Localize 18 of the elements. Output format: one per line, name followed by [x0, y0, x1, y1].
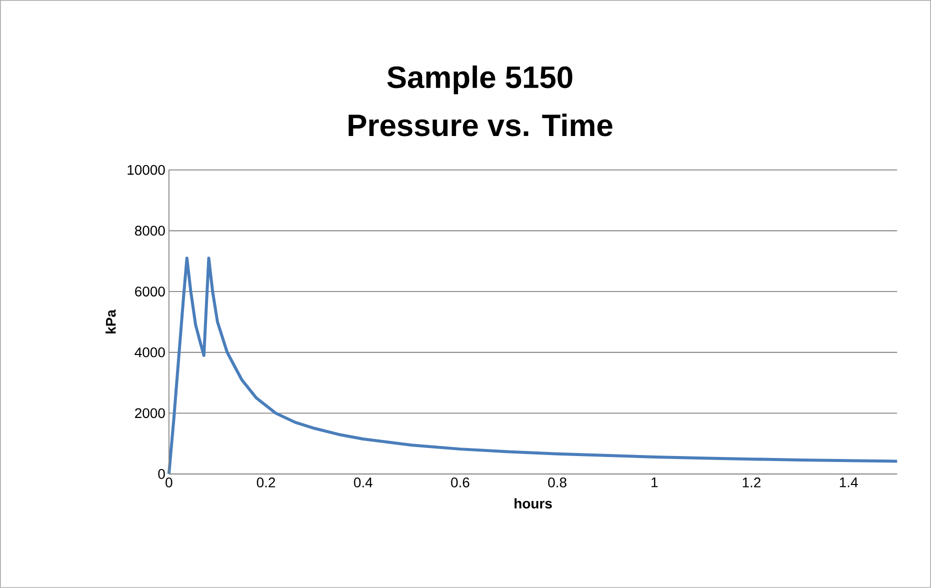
y-tick-label: 6000	[135, 286, 165, 297]
y-tick-label: 4000	[134, 347, 165, 358]
x-tick-label: 0.6	[451, 478, 470, 488]
chart-subtitle: Pressure vs. Time	[348, 114, 612, 136]
x-tick-label: 1.4	[840, 478, 858, 488]
y-tick-label: 10000	[128, 165, 165, 175]
y-tick-label: 0	[158, 469, 165, 479]
y-tick-label: 2000	[135, 408, 165, 418]
x-tick-label: 0	[166, 478, 172, 488]
x-tick-label: 0.4	[354, 478, 372, 488]
x-tick-label: 1	[652, 478, 658, 488]
y-axis-title: kPa	[106, 309, 116, 334]
chart-title: Sample 5150	[387, 66, 572, 94]
x-axis-title: hours	[514, 498, 552, 509]
x-tick-label: 1.2	[742, 478, 760, 488]
x-tick-label: 0.2	[256, 478, 276, 488]
y-tick-label: 8000	[134, 226, 165, 236]
x-tick-label: 0.8	[548, 478, 566, 488]
